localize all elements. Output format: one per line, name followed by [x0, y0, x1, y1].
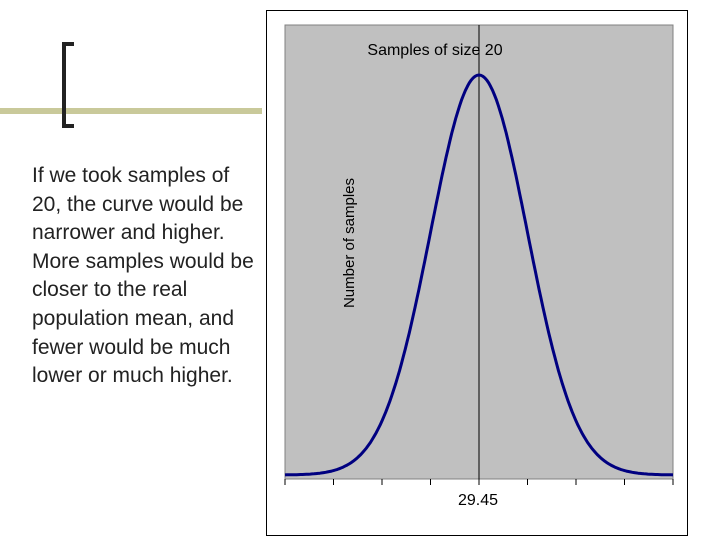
bracket-decoration — [62, 42, 74, 128]
curve-series-line — [284, 73, 674, 477]
x-axis-ticks — [284, 479, 674, 485]
accent-rule — [0, 108, 262, 114]
y-axis-label: Number of samples — [341, 178, 358, 308]
chart-title: Samples of size 20 — [367, 42, 502, 59]
x-tick-label-mean: 29.45 — [458, 492, 498, 509]
chart-frame: Samples of size 20 Number of samples 29.… — [266, 10, 688, 536]
body-text: If we took samples of 20, the curve woul… — [32, 164, 254, 388]
chart: Samples of size 20 Number of samples 29.… — [284, 24, 674, 509]
